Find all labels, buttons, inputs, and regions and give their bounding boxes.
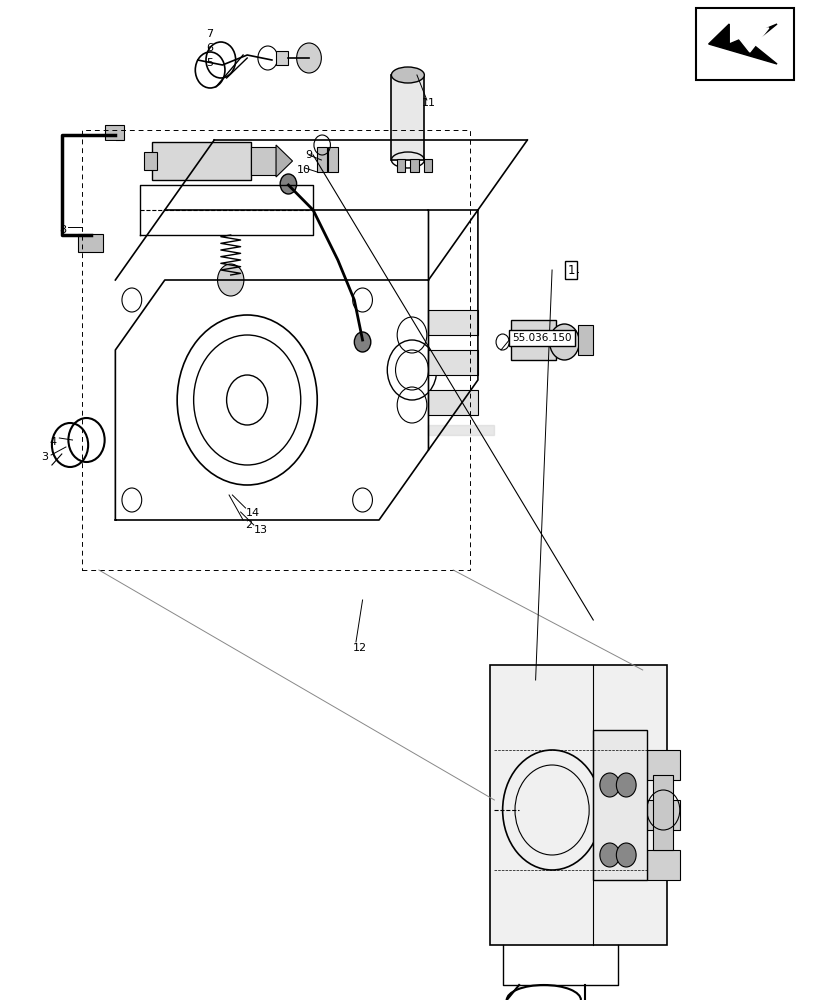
Circle shape (600, 843, 620, 867)
Circle shape (616, 773, 636, 797)
Bar (105, 125, 124, 140)
Text: 11: 11 (422, 98, 436, 108)
Bar (647, 850, 680, 880)
Text: 1: 1 (567, 263, 575, 276)
Text: 55.036.150: 55.036.150 (513, 333, 572, 343)
Text: 3: 3 (41, 452, 48, 462)
Bar (276, 51, 288, 65)
Bar (152, 142, 251, 180)
Ellipse shape (391, 67, 424, 83)
Circle shape (218, 264, 244, 296)
Text: 8: 8 (59, 225, 67, 235)
Polygon shape (276, 145, 293, 177)
Bar (410, 159, 419, 172)
Bar (511, 320, 556, 360)
Circle shape (354, 332, 371, 352)
Text: 14: 14 (246, 508, 260, 518)
Circle shape (616, 843, 636, 867)
Bar (428, 390, 478, 415)
Bar (428, 350, 478, 375)
Text: 4: 4 (49, 437, 57, 447)
Bar (424, 159, 432, 172)
Bar (578, 325, 593, 355)
Circle shape (280, 174, 297, 194)
Polygon shape (428, 425, 494, 435)
Bar (144, 152, 157, 170)
Bar (251, 147, 276, 175)
Text: 5: 5 (206, 58, 213, 68)
Bar (653, 775, 673, 850)
Circle shape (600, 773, 620, 797)
Bar (647, 800, 680, 830)
Bar (647, 750, 680, 780)
Text: 9: 9 (305, 150, 312, 160)
Text: 10: 10 (297, 165, 311, 175)
Polygon shape (709, 24, 777, 64)
Bar (490, 665, 667, 945)
Bar (593, 730, 647, 880)
Bar (397, 159, 405, 172)
Text: 13: 13 (254, 525, 268, 535)
Text: 7: 7 (206, 29, 213, 39)
Text: 12: 12 (353, 643, 367, 653)
Bar (328, 147, 338, 172)
Text: 6: 6 (206, 43, 213, 53)
Text: 1: 1 (573, 265, 579, 275)
Bar (391, 75, 424, 160)
Bar (696, 8, 794, 80)
Bar (317, 147, 327, 172)
Bar (78, 234, 103, 252)
Polygon shape (731, 28, 769, 52)
Circle shape (550, 324, 579, 360)
Bar (428, 310, 478, 335)
Circle shape (297, 43, 321, 73)
Text: 2: 2 (246, 520, 253, 530)
